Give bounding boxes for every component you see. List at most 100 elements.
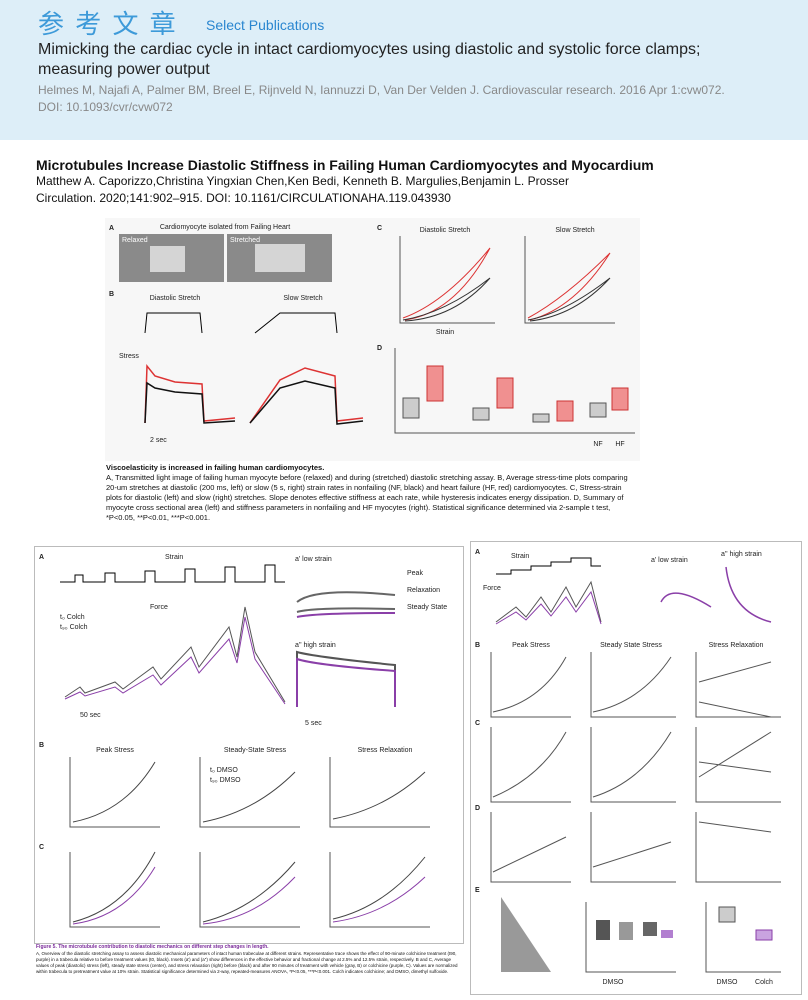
label: 2 sec — [150, 437, 167, 444]
trace — [660, 592, 712, 608]
header-subtitle: Select Publications — [206, 17, 325, 33]
box — [643, 922, 657, 936]
box — [589, 402, 607, 418]
figure-1: A Cardiomyocyte isolated from Failing He… — [105, 218, 640, 461]
trace — [402, 277, 491, 322]
pub-citation: Circulation. 2020;141:902–915. DOI: 10.1… — [36, 191, 451, 205]
trace — [296, 591, 396, 613]
trace — [64, 606, 286, 703]
pub-title: Microtubules Increase Diastolic Stiffnes… — [36, 157, 654, 173]
legend: t₉₀ DMSO — [210, 777, 241, 784]
box — [532, 413, 550, 423]
caption-title: Figure 5. The microtubule contribution t… — [36, 944, 269, 950]
axis — [394, 348, 635, 434]
label: Colch — [755, 979, 773, 986]
label: Diastolic Stretch — [150, 295, 201, 302]
plots — [490, 652, 781, 883]
box — [556, 400, 574, 422]
label: Steady-State Stress — [224, 747, 287, 754]
trace — [495, 580, 602, 623]
trace — [64, 616, 286, 705]
trace — [496, 557, 601, 575]
label: NF — [593, 441, 602, 448]
trace — [144, 381, 236, 424]
label: Strain — [436, 329, 454, 336]
trace — [495, 590, 602, 625]
label: Strain — [511, 553, 529, 560]
label: Slow Stretch — [555, 227, 594, 234]
label: B — [475, 642, 480, 649]
label: Force — [483, 585, 501, 592]
trace — [296, 612, 396, 618]
label: 50 sec — [80, 712, 101, 719]
trace — [296, 650, 396, 707]
header-title: 参 考 文 章 — [38, 9, 178, 39]
label: Peak Stress — [512, 642, 550, 649]
loop — [501, 897, 551, 972]
label: A — [39, 554, 44, 561]
cell — [255, 244, 305, 272]
caption-title: Viscoelasticity is increased in failing … — [106, 463, 325, 472]
legend: t₀ DMSO — [210, 767, 238, 774]
label: Force — [150, 604, 168, 611]
box — [596, 920, 610, 940]
trace — [249, 367, 364, 424]
label: a' low strain — [651, 557, 688, 564]
label: a'' high strain — [295, 642, 336, 649]
trace — [725, 566, 772, 623]
axis — [399, 236, 615, 324]
label: Peak Stress — [96, 747, 134, 754]
box — [402, 397, 420, 419]
label: DMSO — [603, 979, 625, 986]
cell — [150, 246, 185, 272]
label: C — [475, 720, 480, 727]
label: Cardiomyocyte isolated from Failing Hear… — [160, 224, 290, 231]
pub-authors: Matthew A. Caporizzo,Christina Yingxian … — [36, 174, 569, 188]
label: Slow Stretch — [283, 295, 322, 302]
caption: A, Transmitted light image of failing hu… — [106, 473, 628, 522]
legend: t₉₀ Colch — [60, 624, 88, 631]
pub-citation: Helmes M, Najafi A, Palmer BM, Breel E, … — [38, 83, 725, 114]
label: Stress — [119, 353, 139, 360]
caption: A, Overview of the diastolic stretching … — [36, 951, 458, 974]
label: a' low strain — [295, 556, 332, 563]
trace — [527, 277, 611, 322]
label: Stress Relaxation — [709, 642, 764, 649]
label: D — [377, 345, 382, 352]
box — [718, 906, 736, 923]
trace — [144, 363, 236, 424]
box — [755, 929, 773, 941]
label: E — [475, 887, 480, 894]
label: C — [39, 844, 44, 851]
trace — [296, 657, 396, 707]
label: Stretched — [230, 237, 260, 244]
box — [472, 407, 490, 421]
axis — [69, 852, 430, 928]
label: Strain — [165, 554, 183, 561]
trace — [527, 252, 611, 321]
trace — [249, 380, 364, 425]
label: D — [475, 805, 480, 812]
figure-3: A Strain Force a' low strain a'' high st… — [470, 541, 802, 995]
label: C — [377, 225, 382, 232]
axis — [585, 902, 781, 973]
axis — [69, 757, 430, 828]
label: B — [109, 291, 114, 298]
figure-2: A Strain Force 50 sec a' low strain Peak… — [34, 546, 464, 944]
pub-title: Mimicking the cardiac cycle in intact ca… — [38, 41, 701, 78]
label: Diastolic Stretch — [420, 227, 471, 234]
label: Relaxation — [407, 587, 440, 594]
trace — [254, 312, 338, 334]
box — [611, 387, 629, 411]
trace — [72, 761, 426, 823]
box — [661, 930, 673, 938]
box — [619, 922, 633, 940]
label: HF — [615, 441, 624, 448]
legend: t₀ Colch — [60, 614, 85, 621]
box — [496, 377, 514, 409]
label: 5 sec — [305, 720, 322, 727]
header-band: 参 考 文 章 Select Publications Mimicking th… — [0, 0, 808, 140]
label: DMSO — [717, 979, 739, 986]
label: B — [39, 742, 44, 749]
